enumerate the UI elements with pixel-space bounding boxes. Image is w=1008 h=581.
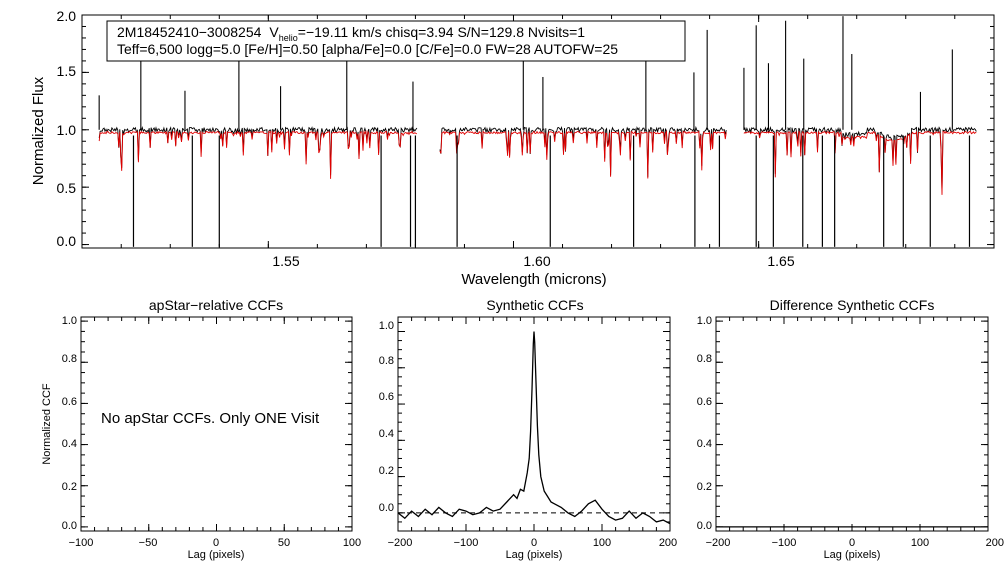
spectrum-annotation-box: 2M18452410−3008254 Vhelio=−19.11 km/s chi… [106,20,686,62]
synthetic-plot-frame [397,316,671,532]
apstar-x-tick-labels: −100 −50 0 50 100 [69,537,362,549]
y-tick-label: 0.4 [379,428,394,440]
x-tick-label: 0 [213,537,219,549]
difference-x-tick-labels: −200 −100 0 100 200 [706,537,1004,549]
y-tick-label: 0.8 [379,355,394,367]
y-tick-label: 2.0 [57,8,77,24]
annotation-line-2: Teff=6,500 logg=5.0 [Fe/H]=0.50 [alpha/F… [117,41,618,57]
x-tick-label: −100 [454,537,479,549]
y-tick-label: 0.0 [62,520,77,532]
y-tick-label: 0.8 [697,353,712,365]
y-tick-label: 1.0 [697,315,712,327]
y-tick-label: 0.6 [62,396,77,408]
synthetic-x-tick-labels: −200 −100 0 100 200 [388,537,678,549]
annotation-line-1: 2M18452410−3008254 Vhelio=−19.11 km/s chi… [117,24,585,43]
annotation-frame [106,20,686,62]
x-tick-label: 50 [278,537,290,549]
observed-spectrum-line [98,125,977,192]
apstar-ccf-panel: apStar−relative CCFs 0.0 0.2 0.4 0.6 0.8… [41,297,361,561]
synthetic-ccf-curve [397,331,671,525]
spectrum-x-tick-labels: 1.55 1.60 1.65 [272,253,794,269]
y-tick-label: 1.0 [379,320,394,332]
y-tick-label: 1.0 [57,122,77,138]
difference-ccf-panel: Difference Synthetic CCFs 0.0 0.2 0.4 0.… [697,297,1004,561]
x-tick-label: 1.55 [272,253,299,269]
synthetic-y-tick-labels: 0.0 0.2 0.4 0.6 0.8 1.0 [379,320,394,514]
y-tick-label: 0.0 [57,233,77,249]
y-tick-label: 0.0 [697,520,712,532]
y-tick-label: 0.6 [379,391,394,403]
no-ccf-message: No apStar CCFs. Only ONE Visit [101,410,320,427]
y-tick-label: 1.0 [62,315,77,327]
x-tick-label: 0 [531,537,537,549]
star-id: 2M18452410−3008254 [117,24,262,40]
y-tick-label: 0.6 [697,396,712,408]
difference-y-tick-labels: 0.0 0.2 0.4 0.6 0.8 1.0 [697,315,712,532]
apstar-y-tick-labels: 0.0 0.2 0.4 0.6 0.8 1.0 [62,315,77,532]
x-tick-label: −50 [139,537,158,549]
y-tick-label: 0.2 [62,481,77,493]
telluric-spikes [98,16,971,247]
x-tick-label: 1.60 [523,253,550,269]
y-tick-label: 1.5 [57,63,77,79]
apstar-x-axis-label: Lag (pixels) [188,549,245,561]
y-tick-label: 0.4 [62,438,77,450]
synthetic-ccf-panel: Synthetic CCFs 0.0 0.2 0.4 0.6 0.8 1.0 −… [379,297,677,561]
spectrum-y-axis-label: Normalized Flux [30,76,47,185]
difference-plot-frame [715,316,989,532]
apstar-ccf-title: apStar−relative CCFs [149,297,283,313]
spectrum-panel: 0.0 0.5 1.0 1.5 2.0 1.55 1.60 1.65 Wavel… [30,8,995,288]
synthetic-x-axis-label: Lag (pixels) [506,549,563,561]
apstar-ticks [80,317,353,531]
v-subscript: helio [279,33,298,43]
y-tick-label: 0.4 [697,438,712,450]
x-tick-label: 100 [911,537,929,549]
synthetic-spectrum-line [98,129,977,195]
x-tick-label: −200 [388,537,413,549]
x-tick-label: 200 [986,537,1004,549]
spectrum-plot-frame [81,14,995,249]
synthetic-ticks [397,317,671,532]
y-tick-label: 0.2 [379,465,394,477]
y-tick-label: 0.0 [379,502,394,514]
synthetic-ccf-title: Synthetic CCFs [486,297,583,313]
spectrum-x-axis-label: Wavelength (microns) [461,271,606,288]
x-tick-label: −100 [69,537,94,549]
annotation-stats: =−19.11 km/s chisq=3.94 S/N=129.8 Nvisit… [298,24,586,40]
difference-ccf-title: Difference Synthetic CCFs [770,297,935,313]
difference-x-axis-label: Lag (pixels) [824,549,881,561]
y-tick-label: 0.5 [57,180,77,196]
x-tick-label: −100 [772,537,797,549]
x-tick-label: −200 [706,537,731,549]
x-tick-label: 100 [343,537,361,549]
spectrum-y-tick-labels: 0.0 0.5 1.0 1.5 2.0 [57,8,77,249]
y-tick-label: 0.8 [62,353,77,365]
x-tick-label: 1.65 [767,253,794,269]
x-tick-label: 200 [659,537,677,549]
y-tick-label: 0.2 [697,481,712,493]
apstar-y-axis-label: Normalized CCF [41,383,53,465]
x-tick-label: 0 [849,537,855,549]
v-symbol: V [269,24,279,40]
difference-ticks [715,317,989,531]
spectrum-lines [98,16,977,247]
x-tick-label: 100 [593,537,611,549]
